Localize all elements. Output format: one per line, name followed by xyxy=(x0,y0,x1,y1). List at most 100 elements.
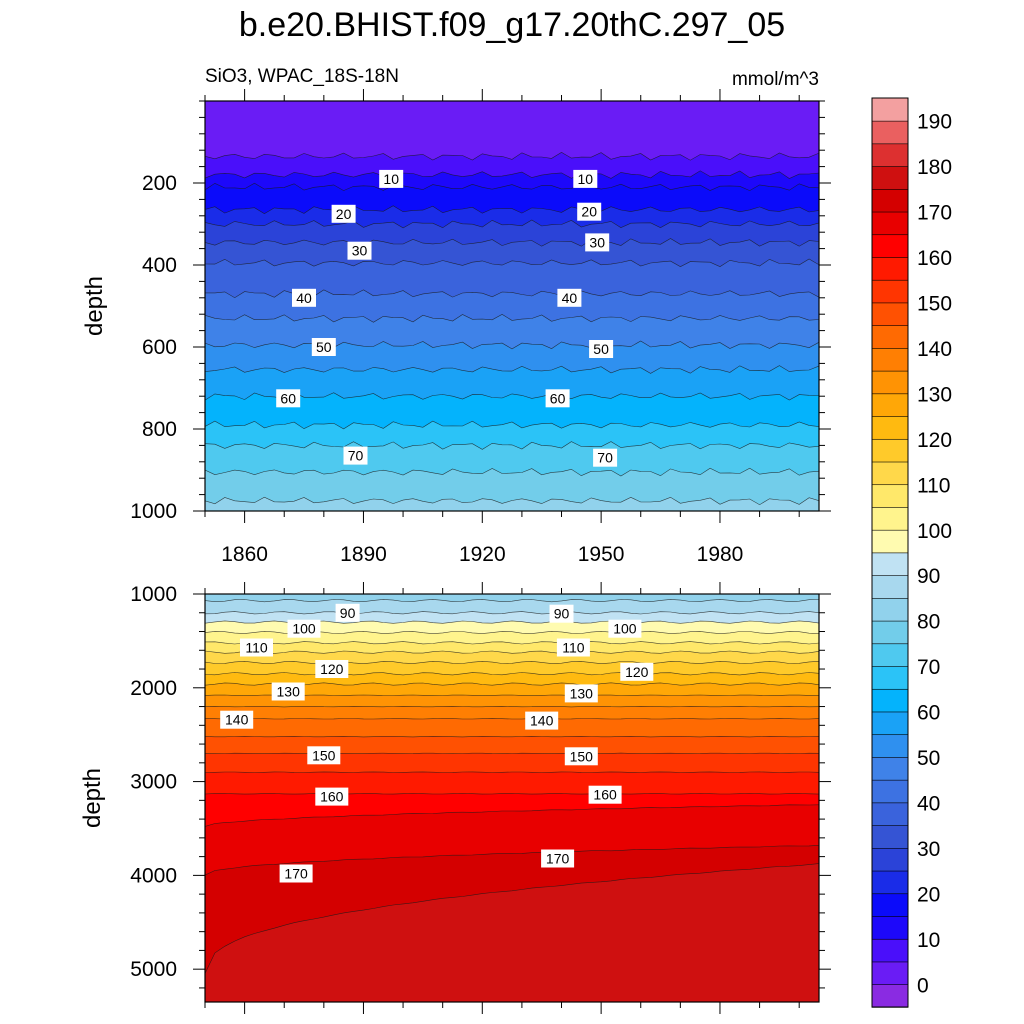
colorbar-tick-label: 70 xyxy=(917,656,940,679)
contour-label-box xyxy=(347,241,372,260)
contour-line xyxy=(205,182,819,191)
y-tick-label: 3000 xyxy=(130,771,177,794)
contour-label: 50 xyxy=(593,341,609,357)
colorbar-tick-label: 140 xyxy=(917,338,952,361)
contour-label-box xyxy=(573,169,598,188)
contour-label: 160 xyxy=(593,787,617,803)
colorbar-swatch xyxy=(871,597,909,622)
colorbar-swatch xyxy=(871,802,909,826)
contour-label-box xyxy=(593,448,618,467)
contour-label-box xyxy=(564,747,598,766)
y-tick-label: 1000 xyxy=(130,500,177,523)
contour-label: 30 xyxy=(589,234,605,250)
colorbar-tick-label: 180 xyxy=(917,156,952,179)
contour-label-box xyxy=(343,446,368,465)
colorbar-swatch xyxy=(871,165,909,190)
contour-line xyxy=(205,804,819,827)
colorbar-swatch xyxy=(871,347,909,372)
contour-line xyxy=(205,660,819,665)
contour-line xyxy=(205,365,819,374)
contour-label: 160 xyxy=(320,789,344,805)
upper-panel-frame xyxy=(204,100,820,512)
contour-label: 90 xyxy=(554,606,570,622)
x-tick-label: 1980 xyxy=(697,543,744,566)
colorbar-tick-label: 100 xyxy=(917,520,952,543)
colorbar-swatch xyxy=(871,393,909,417)
contour-line xyxy=(205,650,819,654)
y-tick-label: 600 xyxy=(142,336,177,359)
contour-label: 50 xyxy=(316,339,332,355)
contour-label-box xyxy=(557,288,582,307)
contour-label-box xyxy=(379,169,404,188)
contour-fill-band xyxy=(205,863,819,1002)
contour-label-box xyxy=(541,849,575,868)
contour-line xyxy=(205,340,819,350)
contour-label: 40 xyxy=(296,290,312,306)
contour-label: 70 xyxy=(348,448,364,464)
contour-line xyxy=(205,238,819,247)
contour-line xyxy=(205,718,819,720)
contour-line xyxy=(205,170,819,179)
contour-label: 130 xyxy=(570,685,594,701)
colorbar-swatch xyxy=(871,961,909,985)
contour-line xyxy=(205,641,819,645)
contour-label: 10 xyxy=(383,171,399,187)
y-axis-label-lower: depth xyxy=(79,768,106,828)
contour-label-box xyxy=(315,660,349,678)
y-tick-label: 2000 xyxy=(130,677,177,700)
contour-label: 120 xyxy=(320,661,344,677)
chart-subtitle-left: SiO3, WPAC_18S-18N xyxy=(205,66,399,87)
lower-panel: 90 90 100 100 110 110 120 120 130 130 140 140 150 150… xyxy=(130,582,831,1014)
colorbar-swatch xyxy=(871,779,909,804)
colorbar-swatch xyxy=(871,211,909,236)
contour-label-box xyxy=(549,604,574,623)
contour-line xyxy=(205,441,819,450)
contour-label-box xyxy=(240,638,273,657)
x-tick-label: 1890 xyxy=(340,543,387,566)
contour-line xyxy=(205,771,819,773)
colorbar-swatch xyxy=(871,938,909,963)
contour-line xyxy=(205,672,819,676)
colorbar-tick-label: 20 xyxy=(917,883,940,906)
x-tick-label: 1950 xyxy=(578,543,625,566)
contour-label: 100 xyxy=(292,621,316,637)
contour-label-box xyxy=(311,338,336,356)
contour-label-box xyxy=(292,288,316,307)
colorbar-swatch xyxy=(871,529,909,554)
contour-label-box xyxy=(525,711,559,730)
contour-label: 100 xyxy=(613,621,637,637)
colorbar-swatch xyxy=(871,438,909,463)
colorbar-swatch xyxy=(871,279,909,304)
colorbar-swatch xyxy=(871,824,909,849)
contour-label-box xyxy=(271,682,305,701)
colorbar-tick-label: 170 xyxy=(917,202,952,225)
contour-label: 60 xyxy=(550,390,566,406)
contour-line xyxy=(205,205,819,214)
colorbar-swatch xyxy=(871,97,909,122)
colorbar-swatch xyxy=(871,733,909,758)
contour-label: 10 xyxy=(578,171,594,187)
colorbar-swatch xyxy=(871,324,909,349)
colorbar-swatch xyxy=(871,143,909,167)
contour-label-box xyxy=(588,785,622,804)
chart-subtitle-right: mmol/m^3 xyxy=(732,69,819,90)
colorbar-tick-label: 30 xyxy=(917,838,940,861)
colorbar-swatch xyxy=(871,256,909,281)
contour-line xyxy=(205,694,819,696)
contour-line xyxy=(205,467,819,477)
contour-label-box xyxy=(589,340,614,358)
colorbar-tick-label: 130 xyxy=(917,383,952,406)
colorbar-swatch xyxy=(871,370,909,395)
contour-line xyxy=(205,682,819,686)
contour-label: 150 xyxy=(312,747,336,763)
colorbar-swatch xyxy=(871,870,909,895)
colorbar-tick-label: 40 xyxy=(917,793,940,816)
chart-title: b.e20.BHIST.f09_g17.20thC.297_05 xyxy=(239,6,785,44)
contour-line xyxy=(205,735,819,738)
colorbar-swatch xyxy=(871,574,909,599)
colorbar-tick-label: 110 xyxy=(917,474,950,497)
contour-label-box xyxy=(545,389,570,408)
upper-panel: 10 10 20 20 30 30 40 40 50 50 60 60 70 70 1860 1890 192… xyxy=(130,89,831,566)
colorbar-swatch xyxy=(871,711,909,736)
